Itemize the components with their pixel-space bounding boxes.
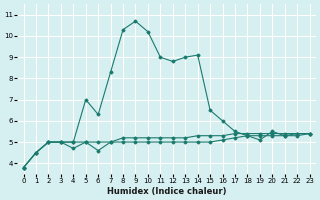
X-axis label: Humidex (Indice chaleur): Humidex (Indice chaleur) — [107, 187, 226, 196]
